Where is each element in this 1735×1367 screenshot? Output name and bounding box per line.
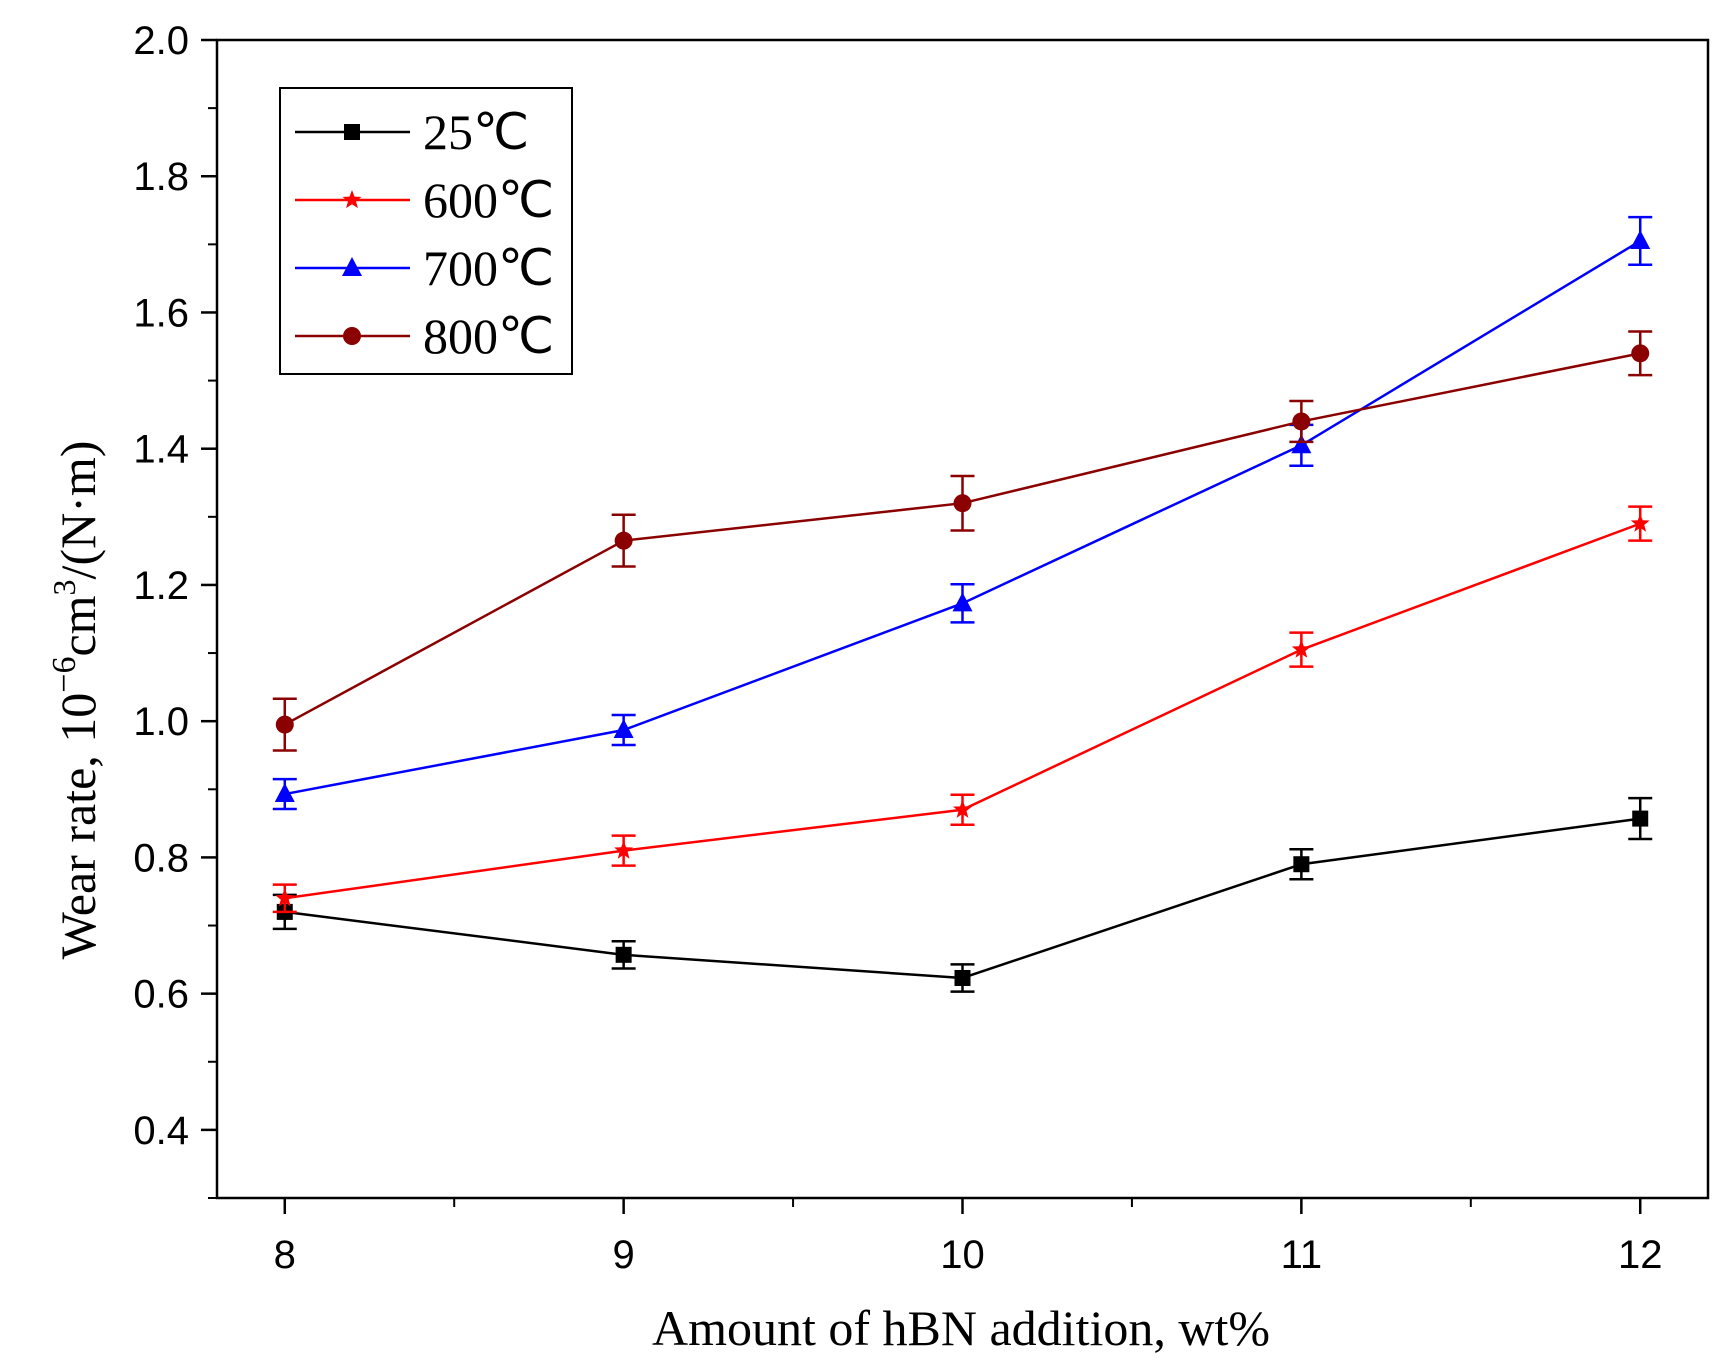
y-tick-label: 0.6 <box>133 973 189 1017</box>
y-tick-label: 0.8 <box>133 836 189 880</box>
legend-label: 800℃ <box>423 308 554 364</box>
series-2 <box>272 215 1653 811</box>
y-axis-title-unit: cm <box>50 595 106 656</box>
data-point <box>614 531 633 550</box>
data-point <box>1291 639 1311 658</box>
data-point <box>1632 810 1649 827</box>
x-tick-label: 9 <box>613 1233 635 1277</box>
data-point <box>952 799 973 818</box>
data-point <box>1293 856 1310 873</box>
data-point <box>613 719 634 739</box>
series-3 <box>272 330 1653 752</box>
data-point <box>953 494 972 513</box>
y-tick-label: 2.0 <box>133 19 189 63</box>
data-point <box>1291 434 1312 454</box>
legend-marker <box>343 327 361 345</box>
data-point <box>274 783 295 803</box>
y-tick-label: 1.4 <box>133 428 189 472</box>
data-point <box>954 969 971 986</box>
y-axis-title-exponent-1: −6 <box>46 657 83 693</box>
x-tick-label: 11 <box>1281 1233 1323 1277</box>
y-axis-title: Wear rate, 10−6cm3/(N·m) <box>46 441 106 960</box>
data-point <box>1292 412 1311 431</box>
legend-marker <box>342 190 362 209</box>
legend-label: 600℃ <box>423 172 554 228</box>
legend-marker <box>342 257 362 276</box>
y-tick-label: 1.8 <box>133 155 189 199</box>
y-tick-label: 1.6 <box>133 291 189 335</box>
plot-layer <box>272 215 1653 993</box>
series-0 <box>272 796 1653 993</box>
data-point <box>1631 344 1650 363</box>
data-point <box>615 946 632 963</box>
legend-label: 700℃ <box>423 240 554 296</box>
legend-label: 25℃ <box>423 104 529 160</box>
data-point <box>952 592 973 612</box>
x-axis-title: Amount of hBN addition, wt% <box>652 1300 1270 1356</box>
data-point <box>275 715 294 734</box>
data-point <box>1630 513 1650 532</box>
y-tick-label: 1.0 <box>133 700 189 744</box>
data-point <box>614 840 634 859</box>
y-axis-title-suffix: /(N·m) <box>50 441 106 580</box>
series-1 <box>272 505 1653 914</box>
y-tick-label: 0.4 <box>133 1109 189 1153</box>
y-axis-title-prefix: Wear rate, 10 <box>50 693 106 960</box>
axis-ticks: 8 9 10 11 12 0.4 0.6 0.8 1.0 1.2 1.4 1.6 1.8 2.0 <box>133 19 1662 1277</box>
y-axis-title-exponent-2: 3 <box>46 579 82 595</box>
legend-box <box>279 87 573 375</box>
legend: 25℃ 600℃ 700℃ 800℃ <box>279 87 573 375</box>
data-point <box>1630 229 1651 249</box>
y-tick-label: 1.2 <box>133 564 189 608</box>
x-tick-label: 8 <box>274 1233 296 1277</box>
x-tick-label: 10 <box>940 1233 985 1277</box>
legend-marker <box>344 124 360 140</box>
x-tick-label: 12 <box>1618 1233 1663 1277</box>
data-point <box>275 888 295 907</box>
